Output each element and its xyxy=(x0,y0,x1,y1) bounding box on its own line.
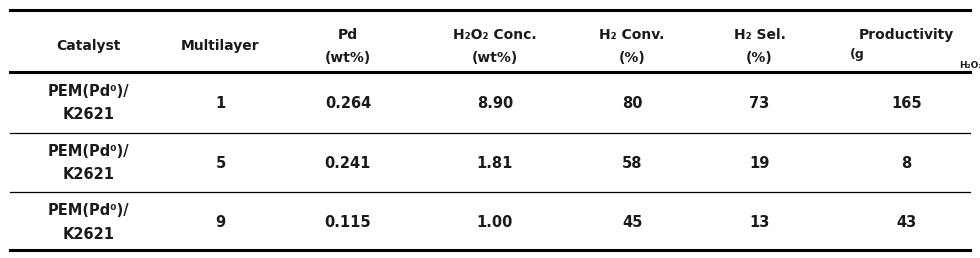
Text: 0.115: 0.115 xyxy=(324,215,371,230)
Text: K2621: K2621 xyxy=(62,167,115,182)
Text: PEM(Pd⁰)/: PEM(Pd⁰)/ xyxy=(47,144,129,159)
Text: H₂ Sel.: H₂ Sel. xyxy=(734,28,785,42)
Text: 58: 58 xyxy=(622,156,642,171)
Text: 19: 19 xyxy=(750,156,769,171)
Text: 80: 80 xyxy=(622,96,642,111)
Text: 1.81: 1.81 xyxy=(476,156,514,171)
Text: K2621: K2621 xyxy=(62,227,115,241)
Text: 0.241: 0.241 xyxy=(324,156,371,171)
Text: H₂O₂: H₂O₂ xyxy=(959,61,980,70)
Text: Catalyst: Catalyst xyxy=(56,39,121,53)
Text: 5: 5 xyxy=(216,156,225,171)
Text: 73: 73 xyxy=(750,96,769,111)
Text: 9: 9 xyxy=(216,215,225,230)
Text: PEM(Pd⁰)/: PEM(Pd⁰)/ xyxy=(47,84,129,99)
Text: 45: 45 xyxy=(622,215,642,230)
Text: 0.264: 0.264 xyxy=(324,96,371,111)
Text: (%): (%) xyxy=(618,51,646,65)
Text: (%): (%) xyxy=(746,51,773,65)
Text: 1: 1 xyxy=(216,96,225,111)
Text: 13: 13 xyxy=(750,215,769,230)
Text: (wt%): (wt%) xyxy=(471,51,518,65)
Text: Productivity: Productivity xyxy=(858,28,955,42)
Text: PEM(Pd⁰)/: PEM(Pd⁰)/ xyxy=(47,203,129,218)
Text: Multilayer: Multilayer xyxy=(181,39,260,53)
Text: (wt%): (wt%) xyxy=(324,51,371,65)
Text: Pd: Pd xyxy=(338,28,358,42)
Text: K2621: K2621 xyxy=(62,107,115,122)
Text: (g: (g xyxy=(850,48,865,61)
Text: 8.90: 8.90 xyxy=(477,96,513,111)
Text: 165: 165 xyxy=(891,96,922,111)
Text: H₂O₂ Conc.: H₂O₂ Conc. xyxy=(453,28,537,42)
Text: 1.00: 1.00 xyxy=(476,215,514,230)
Text: 8: 8 xyxy=(902,156,911,171)
Text: H₂ Conv.: H₂ Conv. xyxy=(600,28,664,42)
Text: 43: 43 xyxy=(897,215,916,230)
